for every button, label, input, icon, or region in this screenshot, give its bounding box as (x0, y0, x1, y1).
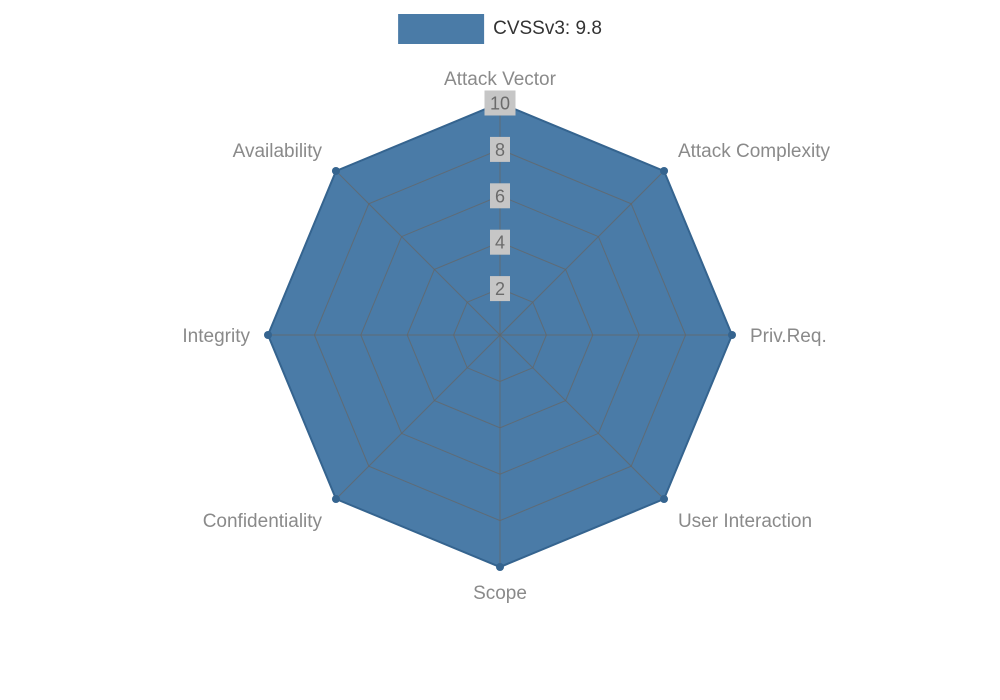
tick-label: 4 (495, 233, 505, 253)
axis-label-integrity: Integrity (182, 326, 250, 347)
tick-label: 8 (495, 140, 505, 160)
radar-series-point (496, 563, 504, 571)
radar-grid-spoke (335, 170, 501, 336)
tick-label: 6 (495, 186, 505, 206)
tick-label-box (490, 136, 510, 162)
axis-label-priv-req-: Priv.Req. (750, 326, 827, 347)
axis-label-attack-complexity: Attack Complexity (678, 141, 831, 162)
tick-label: 2 (495, 279, 505, 299)
axis-label-availability: Availability (233, 141, 323, 162)
legend-item-cvssv3[interactable]: CVSSv3: 9.8 (398, 14, 602, 44)
radar-series-point (660, 166, 669, 175)
axis-label-user-interaction: User Interaction (678, 511, 812, 532)
axis-label-confidentiality: Confidentiality (203, 511, 323, 532)
radar-grid-spoke (499, 334, 665, 500)
tick-label-box (490, 229, 510, 255)
radar-series-point (264, 331, 272, 339)
legend-color-swatch (398, 14, 485, 44)
radar-series-point (331, 166, 340, 175)
tick-label-box (490, 183, 510, 209)
legend-label: CVSSv3: 9.8 (493, 18, 602, 39)
radar-series-point (728, 331, 736, 339)
axis-label-scope: Scope (473, 583, 527, 604)
radar-series-point (660, 495, 669, 504)
radar-series-point (331, 495, 340, 504)
radar-grid-spoke (335, 334, 501, 500)
axis-label-attack-vector: Attack Vector (444, 69, 557, 90)
tick-label-box (490, 276, 510, 302)
tick-label-box (484, 90, 516, 116)
tick-label: 10 (490, 94, 510, 114)
radar-grid-spoke (499, 170, 665, 336)
